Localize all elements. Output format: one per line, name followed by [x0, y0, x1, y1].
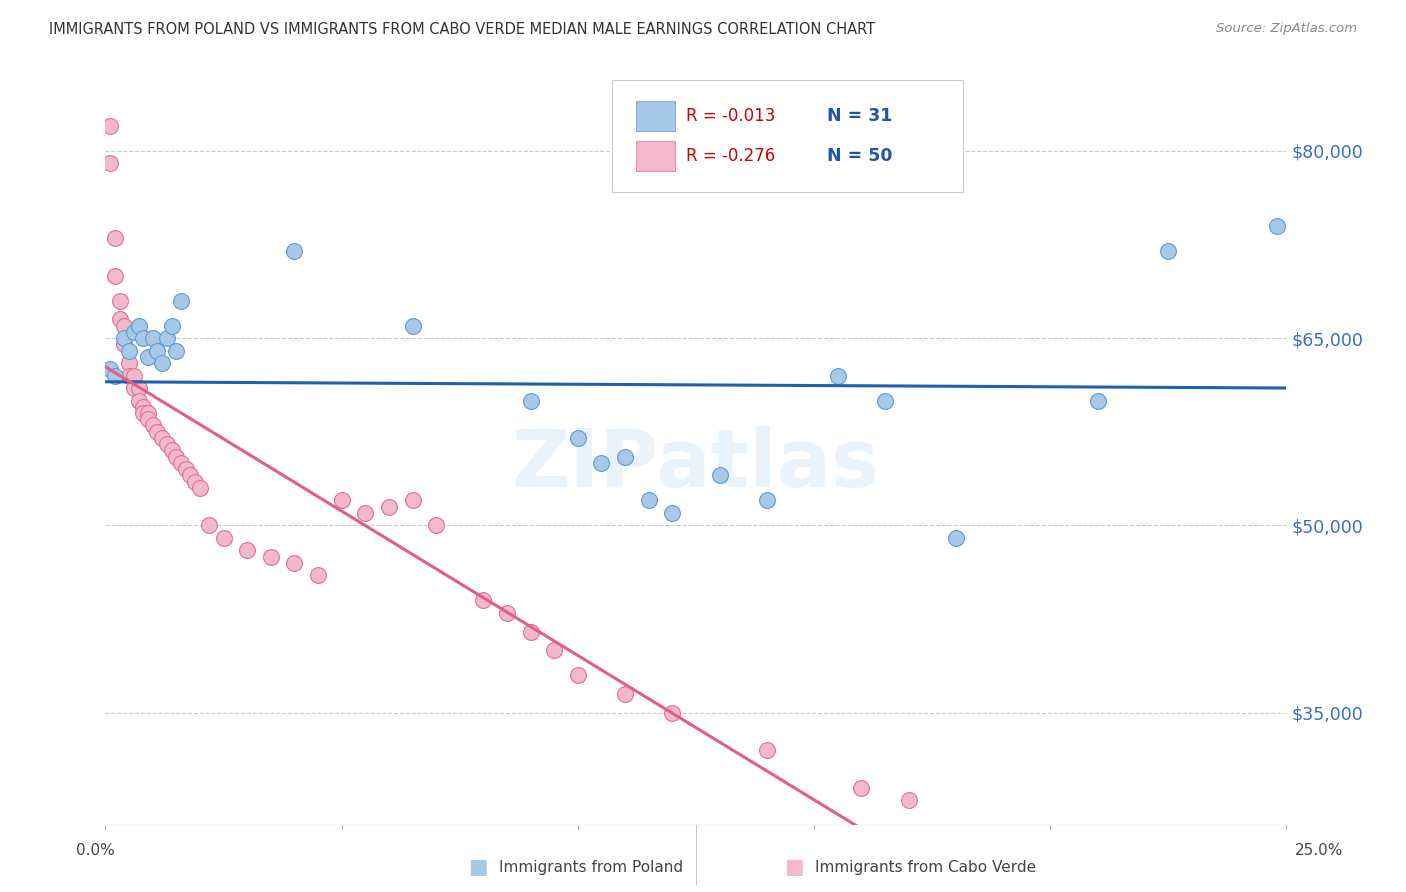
Text: 25.0%: 25.0%	[1295, 843, 1343, 858]
Point	[104, 368, 127, 383]
Point	[174, 462, 197, 476]
Point	[945, 531, 967, 545]
Point	[283, 556, 305, 570]
Point	[212, 531, 235, 545]
Point	[98, 156, 121, 170]
Point	[567, 668, 589, 682]
Point	[543, 643, 565, 657]
Point	[170, 293, 193, 308]
Point	[260, 549, 283, 564]
Point	[401, 493, 423, 508]
Point	[122, 325, 145, 339]
Point	[108, 312, 131, 326]
Point	[179, 468, 201, 483]
Point	[132, 331, 155, 345]
Text: N = 31: N = 31	[827, 107, 891, 125]
Text: Source: ZipAtlas.com: Source: ZipAtlas.com	[1216, 22, 1357, 36]
Point	[165, 450, 187, 464]
Point	[132, 406, 155, 420]
Point	[827, 368, 849, 383]
Text: 0.0%: 0.0%	[76, 843, 115, 858]
Text: IMMIGRANTS FROM POLAND VS IMMIGRANTS FROM CABO VERDE MEDIAN MALE EARNINGS CORREL: IMMIGRANTS FROM POLAND VS IMMIGRANTS FRO…	[49, 22, 876, 37]
Point	[496, 606, 519, 620]
Point	[661, 506, 683, 520]
Point	[330, 493, 353, 508]
Point	[136, 412, 159, 426]
Point	[128, 381, 150, 395]
Point	[401, 318, 423, 333]
Point	[136, 350, 159, 364]
Text: ■: ■	[785, 857, 804, 877]
Point	[136, 406, 159, 420]
Point	[198, 518, 221, 533]
Text: Immigrants from Cabo Verde: Immigrants from Cabo Verde	[815, 860, 1036, 874]
Point	[128, 318, 150, 333]
Point	[112, 337, 135, 351]
Point	[897, 793, 920, 807]
Point	[170, 456, 193, 470]
Point	[132, 400, 155, 414]
Text: R = -0.013: R = -0.013	[686, 107, 776, 125]
Point	[112, 318, 135, 333]
Text: Immigrants from Poland: Immigrants from Poland	[499, 860, 683, 874]
Point	[236, 543, 259, 558]
Point	[146, 425, 169, 439]
Point	[472, 593, 495, 607]
Point	[709, 468, 731, 483]
Point	[283, 244, 305, 258]
Point	[98, 119, 121, 133]
Point	[118, 343, 141, 358]
Point	[112, 331, 135, 345]
Point	[519, 393, 541, 408]
Point	[637, 493, 659, 508]
Point	[188, 481, 211, 495]
Point	[661, 706, 683, 720]
Point	[122, 381, 145, 395]
Point	[567, 431, 589, 445]
Point	[165, 343, 187, 358]
Point	[104, 268, 127, 283]
Point	[378, 500, 401, 514]
Point	[354, 506, 377, 520]
Point	[307, 568, 329, 582]
Text: R = -0.276: R = -0.276	[686, 147, 775, 165]
Point	[591, 456, 613, 470]
Point	[755, 743, 778, 757]
Point	[755, 493, 778, 508]
Point	[156, 437, 179, 451]
Point	[851, 780, 873, 795]
Point	[873, 393, 896, 408]
Point	[614, 687, 637, 701]
Point	[160, 443, 183, 458]
Point	[156, 331, 179, 345]
Point	[614, 450, 637, 464]
Point	[146, 343, 169, 358]
Point	[142, 418, 165, 433]
Text: ZIPatlas: ZIPatlas	[512, 426, 880, 505]
Point	[1087, 393, 1109, 408]
Point	[425, 518, 447, 533]
Point	[150, 356, 173, 370]
Point	[122, 368, 145, 383]
Point	[519, 624, 541, 639]
Point	[150, 431, 173, 445]
Point	[128, 393, 150, 408]
Point	[118, 368, 141, 383]
Point	[184, 475, 207, 489]
Point	[118, 356, 141, 370]
Text: N = 50: N = 50	[827, 147, 893, 165]
Point	[108, 293, 131, 308]
Point	[104, 231, 127, 245]
Point	[98, 362, 121, 376]
Point	[1265, 219, 1288, 233]
Point	[142, 331, 165, 345]
Point	[1157, 244, 1180, 258]
Text: ■: ■	[468, 857, 488, 877]
Point	[160, 318, 183, 333]
